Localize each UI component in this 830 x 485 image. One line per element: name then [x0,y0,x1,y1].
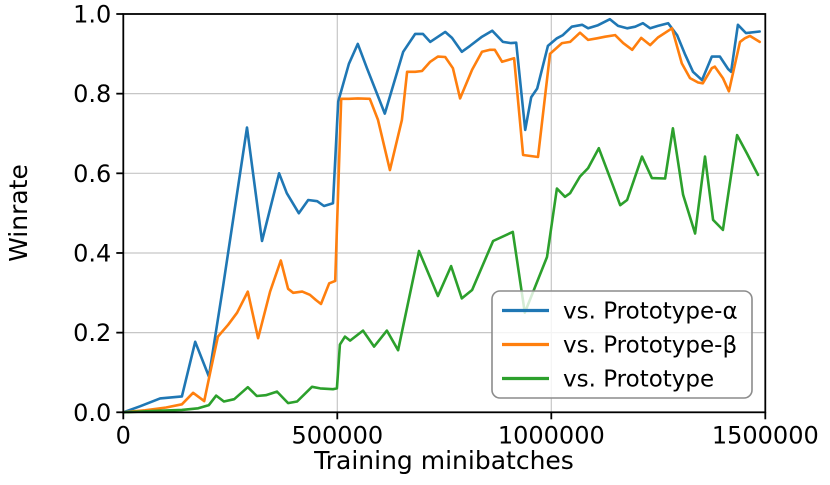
plot-border [122,13,767,414]
y-tick-label: 0.6 [73,160,111,188]
series-line-1 [122,26,762,414]
y-axis-label: Winrate [4,164,33,262]
legend-box [491,290,753,399]
x-tick-label: 500000 [291,421,383,449]
y-tick-label: 0.2 [73,319,111,347]
tick-labels: 0 500000 1000000 1500000 0.0 0.2 0.4 0.6 0.8 1.0 [73,1,819,450]
grid-lines [123,14,766,413]
y-tick-label: 0.8 [73,80,111,108]
legend-entry-label: vs. Prototype-β [563,333,737,359]
legend-entry-label: vs. Prototype-α [563,299,738,325]
x-tick-label: 0 [116,421,131,449]
x-axis-label: Training minibatches [313,446,574,475]
y-tick-label: 0.4 [73,239,111,267]
x-tick-label: 1000000 [498,421,605,449]
x-tick-label: 1500000 [712,421,819,449]
series-lines [122,17,762,414]
y-tick-label: 1.0 [73,1,111,29]
legend-entry-label: vs. Prototype [563,367,714,393]
series-line-2 [122,127,760,414]
y-tick-label: 0.0 [73,399,111,427]
axis-ticks [116,13,767,420]
legend: vs. Prototype-α vs. Prototype-β vs. Protot… [491,290,753,399]
